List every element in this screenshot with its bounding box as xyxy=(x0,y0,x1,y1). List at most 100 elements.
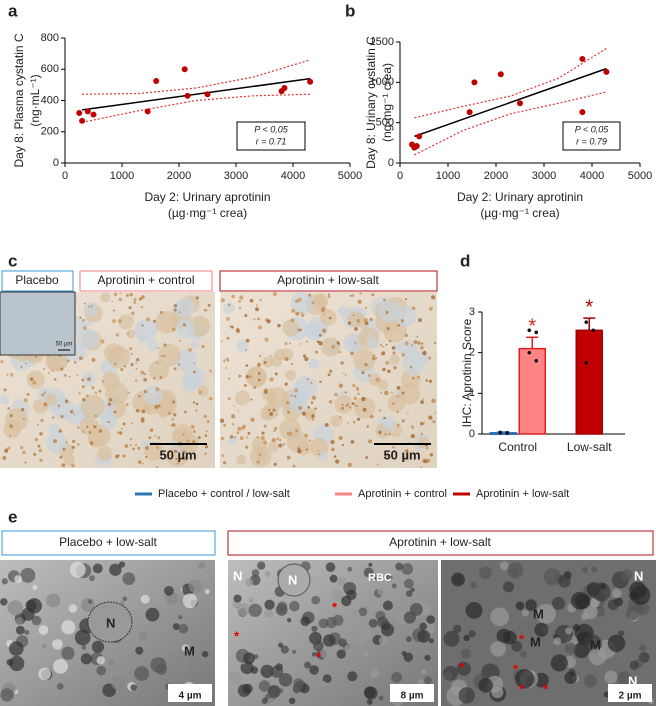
texture xyxy=(197,436,201,440)
texture xyxy=(369,317,373,321)
texture xyxy=(247,431,251,435)
y-tick-label: 1 xyxy=(469,387,475,399)
texture xyxy=(432,420,436,424)
texture xyxy=(122,572,136,585)
texture xyxy=(195,409,198,412)
texture xyxy=(625,606,640,621)
texture xyxy=(86,425,89,429)
texture xyxy=(140,689,149,698)
texture xyxy=(38,448,43,453)
texture xyxy=(629,581,647,599)
texture xyxy=(8,434,12,437)
texture xyxy=(52,639,63,650)
texture xyxy=(178,363,181,366)
significance-star: * xyxy=(585,296,593,318)
texture xyxy=(170,424,173,427)
texture xyxy=(375,357,378,360)
texture xyxy=(269,377,274,382)
texture xyxy=(279,439,282,442)
texture xyxy=(173,308,177,312)
texture xyxy=(362,407,367,412)
point xyxy=(184,92,191,99)
texture xyxy=(264,570,271,578)
texture xyxy=(401,451,412,462)
em-label: M xyxy=(590,637,601,652)
texture xyxy=(69,561,86,578)
texture xyxy=(499,561,510,571)
texture xyxy=(417,630,431,643)
texture xyxy=(111,676,126,690)
texture xyxy=(223,359,226,363)
texture xyxy=(81,430,85,434)
texture xyxy=(108,398,113,402)
texture xyxy=(431,398,436,403)
texture xyxy=(267,697,276,706)
texture xyxy=(372,574,380,582)
texture xyxy=(308,439,312,442)
texture xyxy=(319,380,322,383)
annotation: P < 0,05 xyxy=(575,124,609,134)
texture xyxy=(330,440,335,445)
texture xyxy=(521,609,529,617)
texture xyxy=(126,293,129,297)
texture xyxy=(125,403,129,406)
texture xyxy=(395,562,404,571)
texture xyxy=(434,341,437,344)
texture xyxy=(271,438,276,443)
texture xyxy=(286,431,291,436)
texture xyxy=(6,373,9,376)
texture xyxy=(416,336,419,338)
texture xyxy=(145,317,150,322)
texture xyxy=(107,658,116,667)
scale-label: 50 µm xyxy=(383,447,420,462)
texture xyxy=(77,443,80,446)
texture xyxy=(417,318,422,323)
texture xyxy=(421,421,425,425)
texture xyxy=(282,442,286,446)
texture xyxy=(306,340,309,343)
texture xyxy=(138,297,142,301)
texture xyxy=(9,424,14,429)
texture xyxy=(329,574,338,583)
texture xyxy=(290,292,314,316)
texture xyxy=(478,678,493,693)
texture xyxy=(7,407,11,410)
texture xyxy=(92,424,95,427)
texture xyxy=(236,431,240,435)
texture xyxy=(288,342,291,345)
texture xyxy=(203,309,206,312)
header: Aprotinin + low-salt xyxy=(389,535,491,549)
texture xyxy=(366,699,373,705)
texture xyxy=(63,454,75,466)
texture xyxy=(52,416,55,419)
texture xyxy=(195,402,199,406)
texture xyxy=(74,629,91,646)
texture xyxy=(378,636,387,645)
texture xyxy=(79,316,82,319)
texture xyxy=(76,328,99,351)
texture xyxy=(243,383,247,388)
em-star: * xyxy=(543,681,549,696)
x-tick-label: 1000 xyxy=(436,170,460,182)
texture xyxy=(87,305,90,308)
point xyxy=(307,78,314,85)
point xyxy=(517,100,523,107)
texture xyxy=(163,354,166,358)
texture xyxy=(97,446,113,462)
texture xyxy=(23,398,28,403)
texture xyxy=(248,603,262,617)
y-tick-label: 0 xyxy=(388,157,394,169)
texture xyxy=(410,433,415,439)
header: Placebo + low-salt xyxy=(59,535,157,549)
texture xyxy=(182,593,198,609)
texture xyxy=(278,642,284,648)
x-tick-label: 4000 xyxy=(580,170,604,182)
point xyxy=(603,68,610,75)
texture xyxy=(410,587,415,593)
texture xyxy=(304,661,312,669)
texture xyxy=(114,363,117,365)
header-box xyxy=(1,270,74,292)
texture xyxy=(420,669,427,675)
texture xyxy=(385,360,390,365)
texture xyxy=(127,391,130,394)
